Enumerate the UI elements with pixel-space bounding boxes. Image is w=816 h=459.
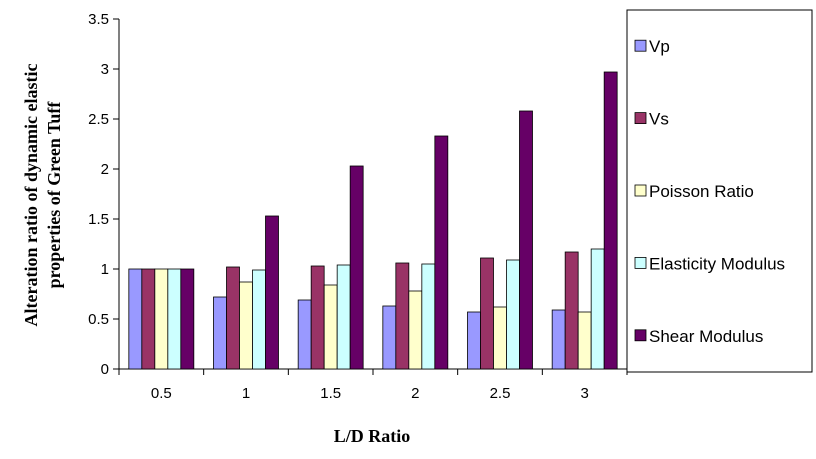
bar-poisson-ratio [408, 290, 423, 370]
legend-swatch [634, 184, 647, 197]
x-tick-label: 2.5 [490, 385, 511, 402]
x-axis-title: L/D Ratio [334, 426, 411, 446]
y-axis-title-line-1: Alteration ratio of dynamic elastic [21, 64, 41, 327]
bar-shear-modulus [180, 268, 195, 370]
bar-vs [480, 257, 494, 370]
x-tick-label: 0.5 [151, 385, 172, 402]
bar-poisson-ratio [493, 306, 507, 370]
bar-vs [310, 265, 325, 370]
x-tick-label: 1 [242, 385, 250, 402]
legend-label: Elasticity Modulus [649, 254, 785, 273]
legend-swatch [634, 112, 647, 124]
bar-shear-modulus [603, 71, 618, 370]
x-tick-label: 2 [411, 385, 419, 402]
bar-vp [382, 305, 397, 370]
bar-vs [395, 262, 410, 370]
bar-poisson-ratio [154, 268, 169, 370]
bar-elasticity-modulus [590, 248, 605, 370]
legend-label: Poisson Ratio [649, 182, 754, 201]
bar-vp [128, 268, 143, 370]
bar-elasticity-modulus [252, 269, 266, 370]
bar-vs [141, 268, 156, 370]
legend: Vp Vs Poisson Ratio Elasticity Modulus Shear… [626, 9, 813, 373]
x-tick-label: 3 [580, 385, 588, 402]
y-tick-label: 3 [101, 61, 109, 78]
bar-poisson-ratio [577, 311, 592, 370]
legend-swatch [634, 39, 647, 52]
y-axis-title-line-2: properties of Green Tuff [44, 101, 64, 289]
bar-elasticity-modulus [421, 263, 436, 370]
legend-label: Vs [649, 110, 669, 129]
bar-vp [467, 311, 481, 370]
bar-elasticity-modulus [167, 268, 182, 370]
x-tick-label: 1.5 [320, 385, 341, 402]
bar-shear-modulus [349, 165, 364, 370]
y-tick-label: 1 [101, 261, 109, 278]
legend-label: Vp [649, 37, 670, 56]
y-tick-label: 0 [101, 361, 109, 378]
bar-poisson-ratio [323, 284, 338, 370]
bar-poisson-ratio [239, 281, 253, 370]
bar-shear-modulus [434, 135, 449, 370]
y-tick-label: 2 [101, 161, 109, 178]
bar-vs [226, 266, 240, 370]
plot-area: 0 0.5 1 1.5 2 2.5 3 3.5 0.5 1 1.5 2 2.5 3 [88, 11, 628, 402]
y-tick-label: 0.5 [88, 311, 109, 328]
y-tick-label: 1.5 [88, 211, 109, 228]
bar-shear-modulus [519, 110, 533, 370]
legend-label: Shear Modulus [649, 327, 763, 346]
bar-vp [297, 299, 312, 370]
legend-swatch [634, 256, 647, 269]
legend-box [626, 9, 813, 373]
bar-elasticity-modulus [336, 264, 351, 370]
bar-vp [213, 296, 227, 370]
y-tick-label: 2.5 [88, 111, 109, 128]
bar-shear-modulus [265, 215, 279, 370]
bar-vs [564, 251, 579, 370]
bar-vp [551, 309, 566, 370]
legend-swatch [634, 329, 647, 342]
bar-elasticity-modulus [506, 259, 520, 370]
y-axis-title: Alteration ratio of dynamic elastic prop… [21, 64, 64, 327]
y-tick-label: 3.5 [88, 11, 109, 28]
